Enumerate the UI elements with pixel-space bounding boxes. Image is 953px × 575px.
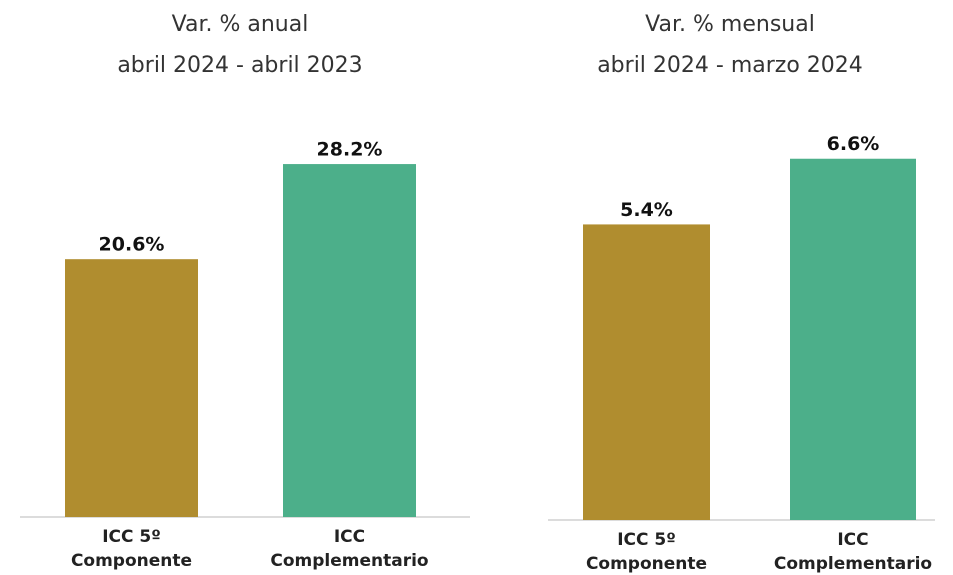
bar: [65, 259, 198, 517]
x-tick-label: ICC Complementario: [774, 530, 932, 574]
chart-subtitle: abril 2024 - marzo 2024: [597, 53, 863, 78]
bar: [583, 224, 710, 520]
value-label: 28.2%: [317, 139, 383, 161]
x-tick-label: ICC Complementario: [270, 527, 428, 571]
x-tick-label: ICC 5º Componente: [71, 527, 192, 571]
x-tick-label: ICC 5º Componente: [586, 530, 707, 574]
chart-subtitle: abril 2024 - abril 2023: [117, 53, 362, 78]
bar: [283, 164, 416, 517]
value-label: 6.6%: [827, 133, 880, 155]
value-label: 20.6%: [99, 234, 165, 256]
chart-title: Var. % mensual: [645, 12, 815, 37]
value-label: 5.4%: [620, 199, 673, 221]
chart-title: Var. % anual: [172, 12, 309, 37]
bar: [790, 158, 916, 520]
